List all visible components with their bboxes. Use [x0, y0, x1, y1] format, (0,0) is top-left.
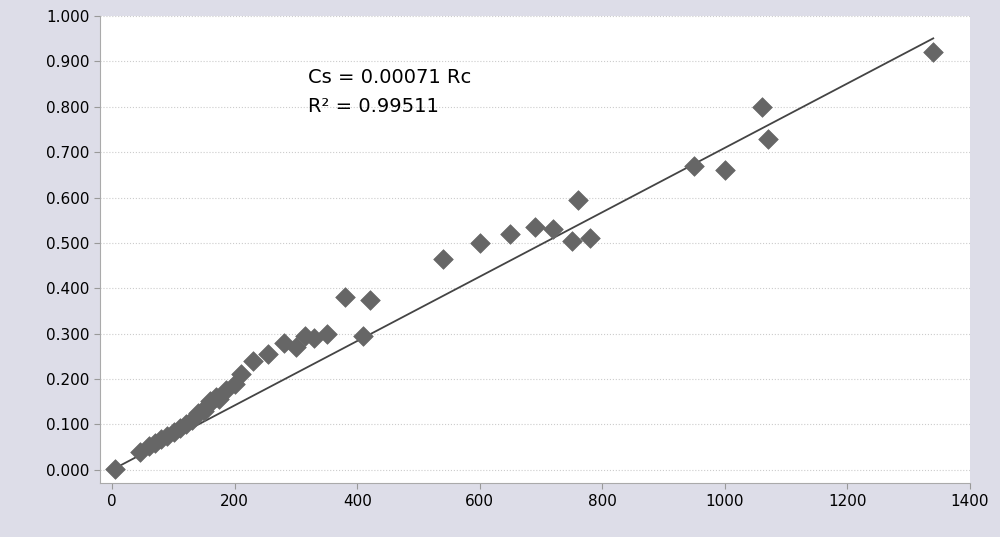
Point	[297, 331, 313, 340]
Point	[199, 402, 215, 410]
Point	[166, 428, 182, 437]
Point	[245, 357, 261, 365]
Point	[202, 396, 218, 405]
Point	[502, 229, 518, 238]
Point	[435, 255, 451, 263]
Point	[717, 166, 733, 175]
Point	[184, 416, 200, 424]
Point	[925, 48, 941, 57]
Point	[107, 465, 123, 473]
Point	[141, 442, 157, 451]
Text: R² = 0.99511: R² = 0.99511	[308, 97, 439, 117]
Point	[159, 431, 175, 440]
Point	[686, 162, 702, 170]
Point	[190, 409, 206, 417]
Point	[233, 370, 249, 379]
Point	[208, 393, 224, 402]
Point	[153, 434, 169, 443]
Point	[337, 293, 353, 302]
Point	[760, 134, 776, 143]
Point	[260, 350, 276, 358]
Point	[227, 379, 243, 388]
Point	[147, 439, 163, 448]
Point	[362, 295, 378, 304]
Point	[132, 447, 148, 456]
Point	[545, 225, 561, 234]
Point	[196, 407, 212, 415]
Point	[319, 329, 335, 338]
Point	[178, 420, 194, 429]
Point	[306, 334, 322, 343]
Point	[582, 234, 598, 243]
Point	[564, 236, 580, 245]
Point	[172, 424, 188, 432]
Point	[754, 103, 770, 111]
Text: Cs = 0.00071 Rc: Cs = 0.00071 Rc	[308, 68, 472, 87]
Point	[276, 338, 292, 347]
Point	[570, 195, 586, 204]
Point	[472, 238, 488, 247]
Point	[288, 343, 304, 352]
Point	[527, 223, 543, 231]
Point	[355, 331, 371, 340]
Point	[218, 386, 234, 395]
Point	[211, 395, 227, 404]
